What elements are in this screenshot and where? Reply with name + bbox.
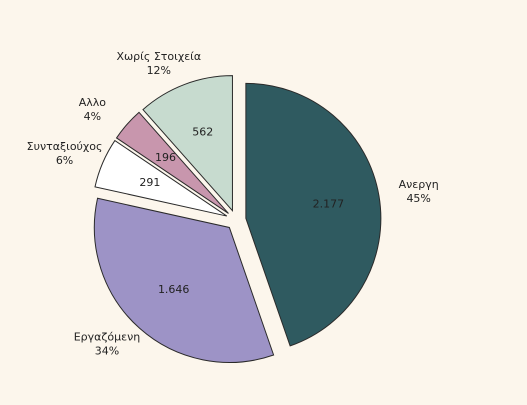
- pie-category-labels: Ανεργη 45% Εργαζόμενη 34% Συνταξιούχος 6% Αλλο…: [27, 50, 439, 358]
- slice-value-label-2: 291: [139, 176, 160, 189]
- slice-category-label-2: Συνταξιούχος 6%: [27, 140, 103, 167]
- slice-category-label-4: Χωρίς Στοιχεία 12%: [116, 50, 201, 77]
- slice-percent-label-4: 12%: [147, 64, 171, 77]
- pie-value-labels: 2.177 1.646 291 196 562: [139, 125, 344, 296]
- slice-value-label-3: 196: [155, 151, 176, 164]
- pie-slice-2: [94, 139, 228, 217]
- slice-category-label-0: Ανεργη 45%: [399, 178, 439, 205]
- slice-category-name-4: Χωρίς Στοιχεία: [116, 50, 201, 63]
- slice-percent-label-3: 4%: [84, 110, 101, 123]
- slice-value-label-0: 2.177: [313, 197, 345, 210]
- slice-percent-label-2: 6%: [56, 154, 73, 167]
- slice-percent-label-0: 45%: [406, 192, 430, 205]
- slice-category-name-0: Ανεργη: [399, 178, 439, 191]
- pie-slices: [93, 75, 382, 363]
- slice-category-label-1: Εργαζόμενη 34%: [74, 331, 140, 358]
- slice-category-name-2: Συνταξιούχος: [27, 140, 103, 153]
- pie-slice-3: [115, 111, 229, 214]
- pie-slice-4: [142, 75, 233, 212]
- slice-category-name-3: Αλλο: [79, 96, 107, 109]
- pie-slice-0: [245, 82, 382, 347]
- slice-category-label-3: Αλλο 4%: [79, 96, 107, 123]
- slice-category-name-1: Εργαζόμενη: [74, 331, 140, 344]
- pie-slice-1: [93, 197, 275, 363]
- slice-value-label-4: 562: [192, 125, 213, 138]
- slice-value-label-1: 1.646: [158, 283, 190, 296]
- slice-percent-label-1: 34%: [95, 345, 119, 358]
